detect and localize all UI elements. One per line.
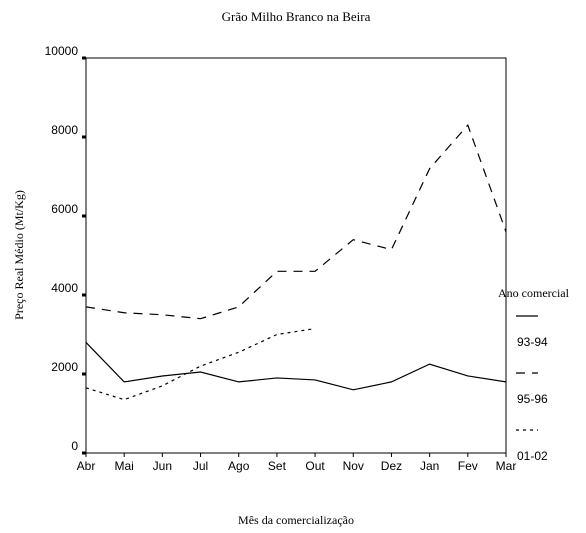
x-tick-label: Set — [268, 459, 287, 473]
x-tick-label: Abr — [77, 459, 96, 473]
legend-label: 93-94 — [517, 335, 548, 349]
x-tick-label: Nov — [343, 459, 364, 473]
y-tick-label: 8000 — [51, 123, 78, 137]
chart-title: Grão Milho Branco na Beira — [222, 9, 371, 24]
x-tick-label: Out — [305, 459, 325, 473]
y-tick-label: 10000 — [45, 44, 79, 58]
y-tick-label: 4000 — [51, 281, 78, 295]
x-tick-label: Dez — [381, 459, 402, 473]
x-tick-label: Mar — [496, 459, 517, 473]
x-tick-label: Ago — [228, 459, 250, 473]
plot-frame — [85, 57, 507, 454]
legend-title: Ano comercial — [498, 286, 570, 300]
y-tick-label: 0 — [71, 439, 78, 453]
series-line — [85, 123, 507, 320]
y-axis-label: Preço Real Médio (Mt/Kg) — [12, 190, 26, 320]
series-line — [85, 327, 316, 401]
y-tick-label: 2000 — [51, 360, 78, 374]
x-axis-label: Mês da comercialização — [238, 513, 354, 527]
x-tick-label: Jan — [420, 459, 439, 473]
x-tick-label: Mai — [115, 459, 134, 473]
legend-label: 01-02 — [517, 449, 548, 463]
x-tick-label: Jun — [153, 459, 172, 473]
y-tick-label: 6000 — [51, 202, 78, 216]
x-tick-label: Jul — [193, 459, 208, 473]
legend-label: 95-96 — [517, 392, 548, 406]
x-tick-label: Fev — [458, 459, 478, 473]
series-line — [85, 341, 507, 391]
